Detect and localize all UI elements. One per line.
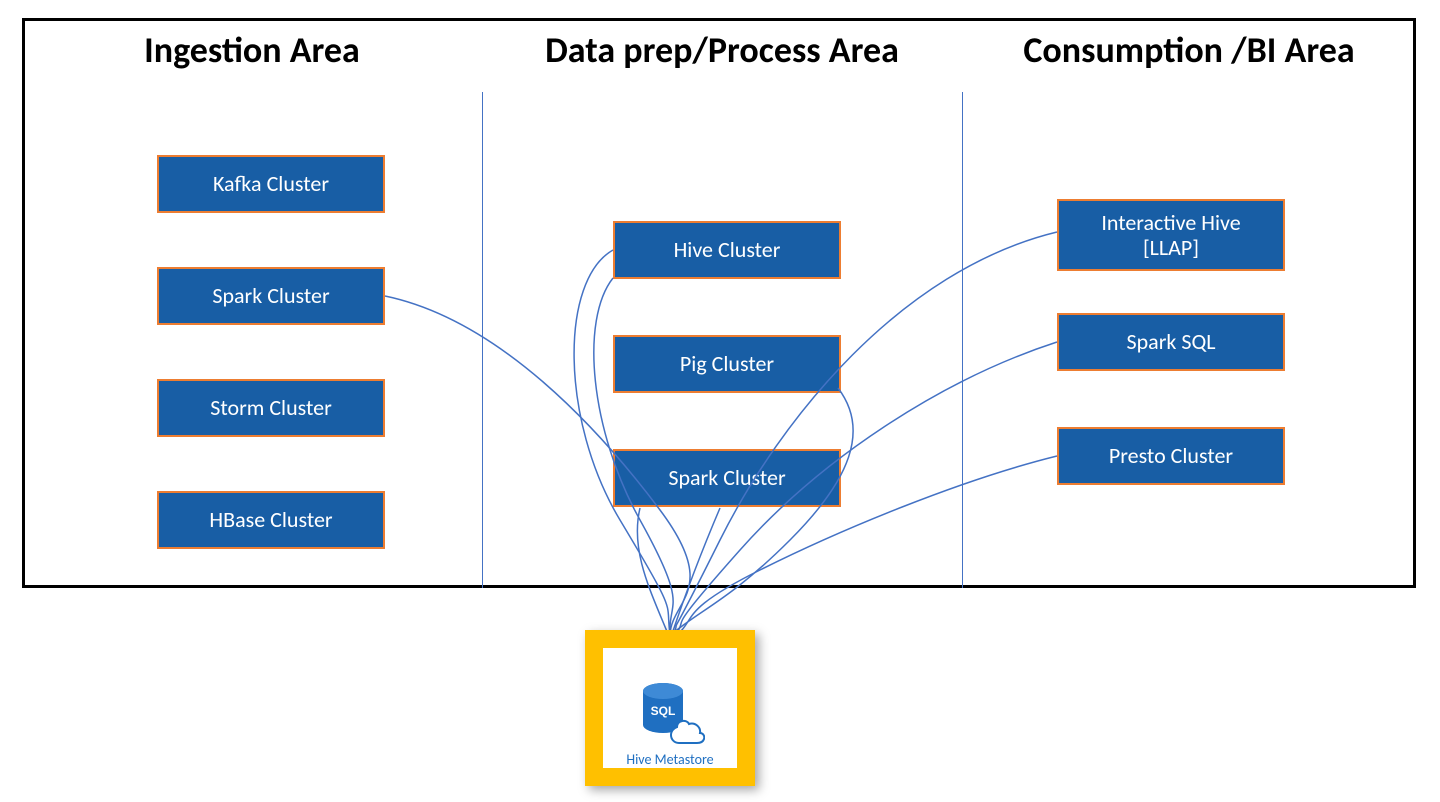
node-label: Interactive Hive [LLAP] bbox=[1101, 210, 1240, 261]
title-consumption: Consumption /BI Area bbox=[962, 28, 1416, 72]
node-kafka: Kafka Cluster bbox=[157, 155, 385, 213]
node-label: Spark Cluster bbox=[668, 465, 785, 490]
node-label: Spark Cluster bbox=[212, 283, 329, 308]
svg-text:SQL: SQL bbox=[651, 704, 676, 718]
node-spark-ing: Spark Cluster bbox=[157, 267, 385, 325]
title-ingestion: Ingestion Area bbox=[22, 28, 482, 72]
node-hbase: HBase Cluster bbox=[157, 491, 385, 549]
node-label: HBase Cluster bbox=[209, 507, 332, 532]
divider-2 bbox=[962, 92, 963, 588]
node-label: Hive Cluster bbox=[674, 237, 781, 262]
node-storm: Storm Cluster bbox=[157, 379, 385, 437]
node-pig: Pig Cluster bbox=[613, 335, 841, 393]
node-sparksql: Spark SQL bbox=[1057, 313, 1285, 371]
node-label: Pig Cluster bbox=[680, 351, 774, 376]
node-spark-proc: Spark Cluster bbox=[613, 449, 841, 507]
node-presto: Presto Cluster bbox=[1057, 427, 1285, 485]
node-hive: Hive Cluster bbox=[613, 221, 841, 279]
sql-db-icon: SQL bbox=[635, 681, 705, 747]
hive-metastore: SQL Hive Metastore bbox=[585, 630, 755, 786]
node-label: Kafka Cluster bbox=[213, 171, 329, 196]
node-label: Storm Cluster bbox=[210, 395, 332, 420]
hive-metastore-inner: SQL Hive Metastore bbox=[603, 648, 737, 768]
node-label: Presto Cluster bbox=[1109, 443, 1233, 468]
divider-1 bbox=[482, 92, 483, 588]
node-ihive: Interactive Hive [LLAP] bbox=[1057, 199, 1285, 271]
diagram-stage: Ingestion Area Data prep/Process Area Co… bbox=[0, 0, 1440, 802]
node-label: Spark SQL bbox=[1126, 329, 1215, 354]
title-process: Data prep/Process Area bbox=[482, 28, 962, 72]
hive-metastore-label: Hive Metastore bbox=[626, 751, 713, 768]
